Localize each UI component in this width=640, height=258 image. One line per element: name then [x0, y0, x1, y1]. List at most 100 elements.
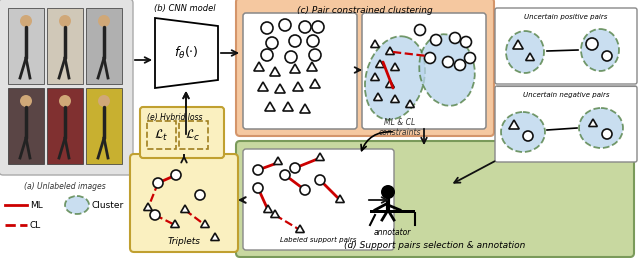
Circle shape	[465, 52, 476, 63]
Circle shape	[586, 38, 598, 50]
FancyBboxPatch shape	[362, 13, 486, 129]
Polygon shape	[390, 95, 399, 102]
Circle shape	[98, 95, 110, 107]
Circle shape	[449, 33, 461, 44]
Circle shape	[299, 21, 311, 33]
FancyBboxPatch shape	[236, 0, 494, 136]
Circle shape	[415, 25, 426, 36]
Polygon shape	[386, 80, 394, 87]
Circle shape	[461, 36, 472, 47]
Circle shape	[253, 183, 263, 193]
Circle shape	[261, 49, 273, 61]
FancyBboxPatch shape	[179, 121, 208, 149]
Circle shape	[279, 19, 291, 31]
Circle shape	[20, 95, 32, 107]
Circle shape	[150, 210, 160, 220]
Polygon shape	[264, 205, 273, 213]
Polygon shape	[589, 119, 597, 126]
Text: (e) Hybrid loss: (e) Hybrid loss	[147, 113, 202, 122]
Polygon shape	[371, 40, 380, 47]
Ellipse shape	[365, 36, 425, 120]
Circle shape	[195, 190, 205, 200]
Ellipse shape	[579, 108, 623, 148]
Text: ML: ML	[30, 200, 43, 209]
Text: (a) Unlabeled images: (a) Unlabeled images	[24, 182, 106, 191]
Circle shape	[602, 51, 612, 61]
Text: Cluster: Cluster	[92, 200, 124, 209]
Circle shape	[315, 175, 325, 185]
Text: annotator: annotator	[373, 228, 411, 237]
Polygon shape	[386, 47, 394, 54]
Polygon shape	[201, 220, 209, 228]
Circle shape	[307, 35, 319, 47]
Polygon shape	[171, 220, 179, 228]
Circle shape	[454, 60, 465, 70]
Text: CL: CL	[30, 221, 41, 230]
FancyBboxPatch shape	[243, 13, 357, 129]
FancyBboxPatch shape	[243, 149, 394, 250]
Polygon shape	[390, 63, 399, 70]
Circle shape	[266, 37, 278, 49]
FancyBboxPatch shape	[86, 8, 122, 84]
Text: (b) CNN model: (b) CNN model	[154, 4, 216, 13]
Polygon shape	[300, 104, 310, 113]
Polygon shape	[254, 62, 264, 71]
Circle shape	[312, 21, 324, 33]
Polygon shape	[270, 67, 280, 76]
FancyBboxPatch shape	[140, 107, 224, 158]
Text: ML & CL
constraints: ML & CL constraints	[379, 118, 421, 138]
Polygon shape	[335, 195, 344, 203]
Polygon shape	[307, 62, 317, 71]
Circle shape	[153, 178, 163, 188]
Polygon shape	[211, 233, 220, 240]
Ellipse shape	[501, 112, 545, 152]
Circle shape	[20, 15, 32, 27]
Polygon shape	[290, 64, 300, 73]
Text: Labeled support pairs: Labeled support pairs	[280, 237, 356, 243]
FancyBboxPatch shape	[8, 8, 44, 84]
Polygon shape	[406, 100, 414, 108]
Polygon shape	[509, 120, 519, 129]
FancyBboxPatch shape	[147, 121, 176, 149]
Polygon shape	[293, 82, 303, 91]
Polygon shape	[374, 93, 382, 101]
Text: (d) Support pairs selection & annotation: (d) Support pairs selection & annotation	[344, 241, 525, 250]
Circle shape	[309, 49, 321, 61]
Polygon shape	[376, 60, 385, 68]
Circle shape	[290, 163, 300, 173]
Text: $f_\theta(\cdot)$: $f_\theta(\cdot)$	[173, 45, 198, 61]
Text: Triplets: Triplets	[168, 237, 200, 246]
Polygon shape	[265, 102, 275, 111]
Ellipse shape	[581, 29, 619, 71]
Polygon shape	[271, 210, 279, 217]
FancyBboxPatch shape	[495, 8, 637, 84]
FancyBboxPatch shape	[47, 8, 83, 84]
FancyBboxPatch shape	[47, 88, 83, 164]
Ellipse shape	[506, 31, 544, 73]
Circle shape	[59, 95, 71, 107]
Polygon shape	[258, 82, 268, 91]
FancyBboxPatch shape	[86, 88, 122, 164]
Ellipse shape	[65, 196, 89, 214]
Polygon shape	[525, 53, 534, 60]
Circle shape	[381, 185, 395, 199]
Text: Uncertain negative pairs: Uncertain negative pairs	[523, 92, 609, 98]
Polygon shape	[513, 40, 523, 49]
FancyBboxPatch shape	[8, 88, 44, 164]
Polygon shape	[310, 79, 320, 88]
Polygon shape	[180, 205, 189, 213]
Polygon shape	[296, 225, 305, 232]
Circle shape	[300, 185, 310, 195]
Circle shape	[424, 52, 435, 63]
Polygon shape	[274, 157, 282, 165]
Polygon shape	[275, 84, 285, 93]
Polygon shape	[155, 18, 218, 88]
Circle shape	[171, 170, 181, 180]
Polygon shape	[143, 203, 152, 211]
FancyBboxPatch shape	[0, 0, 133, 175]
Text: $\mathcal{L}_c$: $\mathcal{L}_c$	[185, 127, 201, 143]
Circle shape	[289, 35, 301, 47]
Circle shape	[280, 170, 290, 180]
Circle shape	[602, 129, 612, 139]
Circle shape	[59, 15, 71, 27]
